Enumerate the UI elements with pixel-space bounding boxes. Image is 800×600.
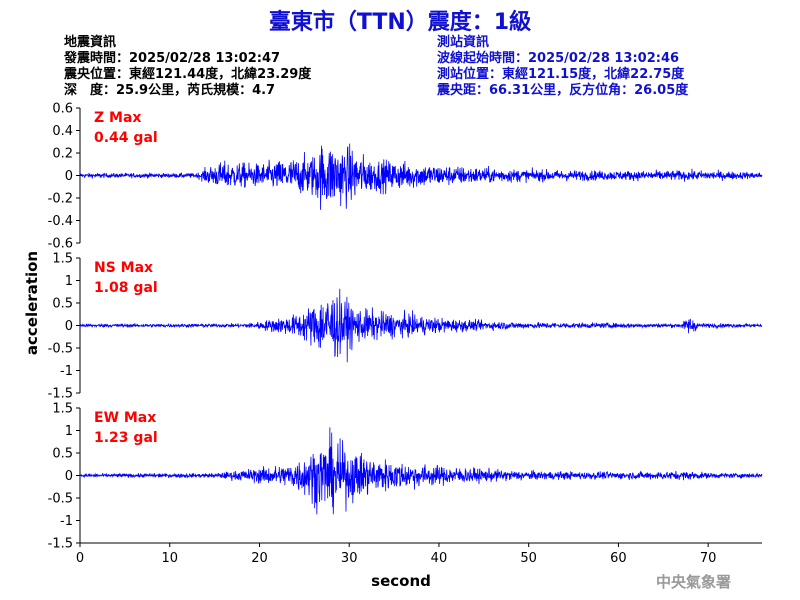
page-title: 臺東市（TTN）震度：1級 bbox=[268, 10, 532, 35]
quake-info-block: 地震資訊 發震時間：2025/02/28 13:02:47 震央位置：東經121… bbox=[64, 35, 311, 99]
y-tick-label: -0.6 bbox=[48, 237, 73, 252]
quake-info-heading: 地震資訊 bbox=[64, 35, 117, 50]
y-tick-label: -0.5 bbox=[48, 492, 73, 507]
waveform-ns bbox=[79, 288, 763, 363]
y-tick-label: 0 bbox=[65, 169, 73, 184]
x-tick-label: 40 bbox=[431, 551, 448, 566]
y-tick-label: 0.5 bbox=[52, 447, 73, 462]
y-tick-label: -0.2 bbox=[48, 192, 73, 207]
station-info-block: 測站資訊 波線起始時間：2025/02/28 13:02:46 測站位置：東經1… bbox=[437, 35, 688, 99]
y-tick-label: 1 bbox=[65, 424, 73, 439]
x-tick-label: 50 bbox=[520, 551, 537, 566]
y-tick-label: -0.4 bbox=[48, 214, 73, 229]
x-tick-label: 10 bbox=[161, 551, 178, 566]
y-tick-label: 1 bbox=[65, 274, 73, 289]
x-tick-label: 30 bbox=[341, 551, 358, 566]
y-tick-label: 0.4 bbox=[52, 124, 73, 139]
y-tick-label: -1.5 bbox=[48, 537, 73, 552]
y-tick-label: 0 bbox=[65, 319, 73, 334]
y-axis-label: acceleration bbox=[23, 251, 41, 355]
y-tick-label: -1.5 bbox=[48, 387, 73, 402]
max-value-ew: 1.23 gal bbox=[94, 430, 158, 446]
x-tick-label: 0 bbox=[76, 551, 84, 566]
y-tick-label: 0 bbox=[65, 469, 73, 484]
wave-start-time: 波線起始時間：2025/02/28 13:02:46 bbox=[437, 51, 680, 66]
y-tick-label: 0.5 bbox=[52, 297, 73, 312]
station-location: 測站位置：東經121.15度，北緯22.75度 bbox=[437, 67, 685, 82]
x-tick-label: 60 bbox=[610, 551, 627, 566]
epicenter-location: 震央位置：東經121.44度，北緯23.29度 bbox=[64, 67, 312, 82]
y-tick-label: 0.2 bbox=[52, 147, 73, 162]
max-label-ns: NS Max bbox=[94, 260, 153, 276]
y-tick-label: -0.5 bbox=[48, 342, 73, 357]
max-value-z: 0.44 gal bbox=[94, 130, 158, 146]
x-axis-label: second bbox=[371, 572, 431, 590]
depth-magnitude: 深 度：25.9公里，芮氏規模：4.7 bbox=[64, 83, 276, 98]
y-tick-label: 1.5 bbox=[52, 402, 73, 417]
agency-watermark: 中央氣象署 bbox=[656, 573, 732, 591]
max-label-z: Z Max bbox=[94, 110, 141, 126]
waveform-ew bbox=[79, 427, 763, 515]
max-label-ew: EW Max bbox=[94, 410, 156, 426]
y-tick-label: 1.5 bbox=[52, 252, 73, 267]
origin-time: 發震時間：2025/02/28 13:02:47 bbox=[64, 51, 281, 66]
epicentral-distance: 震央距：66.31公里，反方位角：26.05度 bbox=[437, 83, 689, 98]
x-tick-label: 20 bbox=[251, 551, 268, 566]
y-tick-label: -1 bbox=[60, 514, 73, 529]
station-info-heading: 測站資訊 bbox=[437, 35, 490, 50]
x-tick-label: 70 bbox=[700, 551, 717, 566]
y-tick-label: 0.6 bbox=[52, 102, 73, 117]
waveform-z bbox=[79, 143, 763, 210]
y-tick-label: -1 bbox=[60, 364, 73, 379]
max-value-ns: 1.08 gal bbox=[94, 280, 158, 296]
